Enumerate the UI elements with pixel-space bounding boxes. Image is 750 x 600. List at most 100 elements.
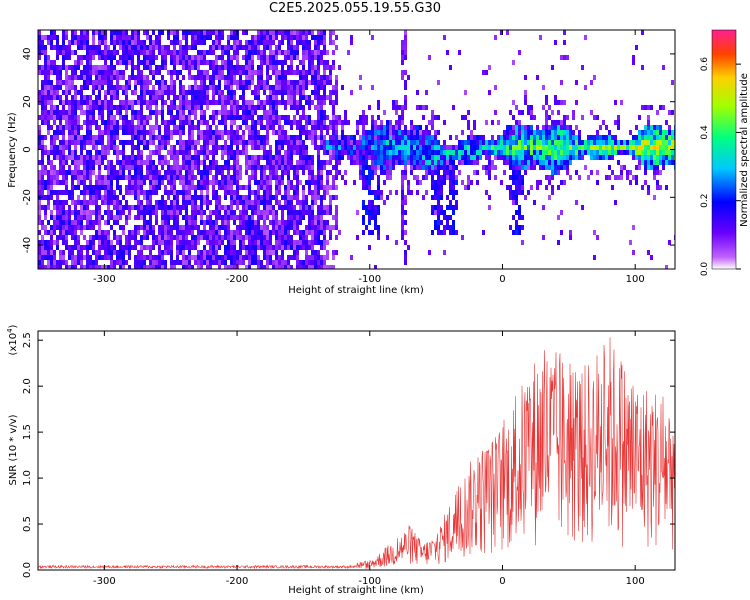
heat-cell (290, 220, 293, 225)
heat-cell (230, 35, 233, 40)
heat-cell (221, 175, 224, 180)
heat-cell (440, 230, 443, 235)
heat-cell (296, 90, 299, 95)
heat-cell (59, 45, 62, 50)
heat-cell (446, 175, 449, 180)
heat-cell (284, 140, 287, 145)
heat-cell (47, 205, 50, 210)
heat-cell (95, 210, 98, 215)
heat-cell (200, 215, 203, 220)
heat-cell (215, 175, 218, 180)
heat-cell (467, 120, 470, 125)
heat-cell (293, 55, 296, 60)
heat-cell (365, 185, 368, 190)
heat-cell (92, 90, 95, 95)
heat-cell (269, 110, 272, 115)
heat-cell (215, 260, 218, 265)
heat-cell (80, 265, 83, 269)
heat-cell (119, 55, 122, 60)
heat-cell (389, 145, 392, 150)
heat-cell (512, 180, 515, 185)
heat-cell (104, 130, 107, 135)
heat-cell (380, 195, 383, 200)
heat-cell (212, 230, 215, 235)
heat-cell (383, 125, 386, 130)
heat-cell (500, 150, 503, 155)
heat-cell (122, 265, 125, 269)
heat-cell (437, 160, 440, 165)
heat-cell (134, 130, 137, 135)
heat-cell (335, 95, 338, 100)
heat-cell (161, 45, 164, 50)
heat-cell (563, 160, 566, 165)
heat-cell (68, 190, 71, 195)
heat-cell (146, 190, 149, 195)
heat-cell (155, 170, 158, 175)
heat-cell (269, 85, 272, 90)
heat-cell (173, 35, 176, 40)
heat-cell (476, 150, 479, 155)
heat-cell (59, 85, 62, 90)
heat-cell (329, 155, 332, 160)
heat-cell (77, 185, 80, 190)
heat-cell (467, 125, 470, 130)
heat-cell (149, 245, 152, 250)
heat-cell (119, 125, 122, 130)
heat-cell (284, 85, 287, 90)
heat-cell (395, 140, 398, 145)
heat-cell (467, 180, 470, 185)
heat-cell (161, 240, 164, 245)
heat-cell (236, 35, 239, 40)
heat-cell (311, 180, 314, 185)
heat-cell (383, 110, 386, 115)
heat-cell (212, 110, 215, 115)
heat-cell (65, 110, 68, 115)
heat-cell (113, 130, 116, 135)
heat-cell (644, 135, 647, 140)
heat-cell (107, 265, 110, 269)
heat-cell (404, 100, 407, 105)
heat-cell (56, 95, 59, 100)
heat-cell (314, 85, 317, 90)
heat-cell (62, 65, 65, 70)
heat-cell (281, 165, 284, 170)
heat-cell (578, 155, 581, 160)
heat-cell (170, 90, 173, 95)
heat-cell (206, 205, 209, 210)
heat-cell (344, 135, 347, 140)
heat-cell (518, 210, 521, 215)
heat-cell (128, 245, 131, 250)
heat-cell (179, 55, 182, 60)
heat-cell (269, 255, 272, 260)
heat-cell (173, 130, 176, 135)
heat-cell (194, 255, 197, 260)
heat-cell (263, 140, 266, 145)
heat-cell (506, 135, 509, 140)
heat-cell (185, 150, 188, 155)
heat-cell (164, 215, 167, 220)
heat-cell (455, 200, 458, 205)
heat-cell (320, 180, 323, 185)
heat-cell (389, 125, 392, 130)
heat-cell (515, 225, 518, 230)
heat-cell (380, 120, 383, 125)
heat-cell (98, 75, 101, 80)
heat-cell (320, 265, 323, 269)
heat-cell (323, 125, 326, 130)
heat-cell (179, 180, 182, 185)
heat-cell (218, 80, 221, 85)
heat-cell (419, 155, 422, 160)
heat-cell (404, 95, 407, 100)
heat-cell (653, 170, 656, 175)
heat-cell (125, 235, 128, 240)
heat-cell (635, 150, 638, 155)
heat-cell (200, 200, 203, 205)
heat-cell (224, 195, 227, 200)
heat-cell (386, 150, 389, 155)
heat-cell (449, 145, 452, 150)
heat-cell (284, 80, 287, 85)
heat-cell (329, 160, 332, 165)
heat-cell (164, 145, 167, 150)
heat-cell (515, 200, 518, 205)
heat-cell (290, 255, 293, 260)
